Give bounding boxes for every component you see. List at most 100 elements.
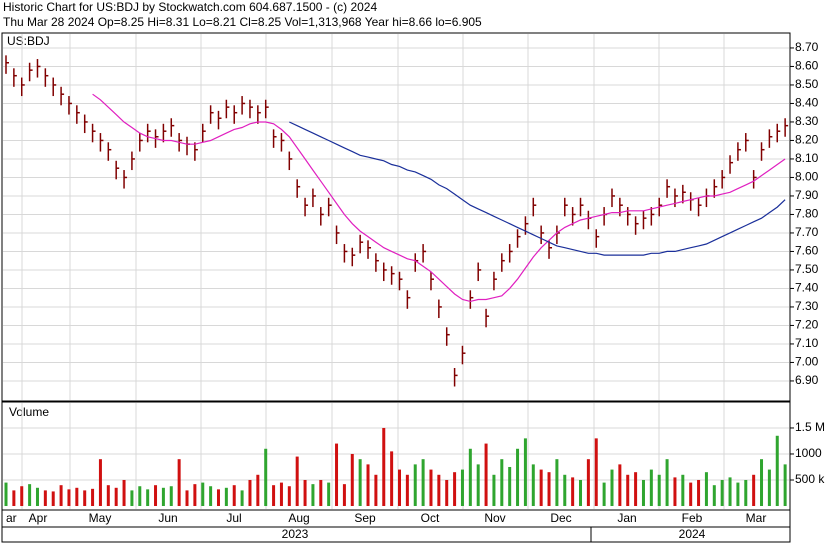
volume-bar <box>531 464 535 506</box>
volume-bar <box>641 479 645 506</box>
volume-bar <box>460 469 464 506</box>
volume-bar <box>350 453 354 506</box>
volume-bar <box>429 469 433 506</box>
volume-bar <box>193 484 197 506</box>
volume-bar <box>453 472 457 506</box>
volume-bar <box>689 482 693 506</box>
volume-bar <box>358 459 362 506</box>
month-label: ar <box>6 511 17 525</box>
volume-bar <box>201 482 205 506</box>
volume-bar <box>272 485 276 506</box>
volume-bar <box>468 448 472 506</box>
volume-bar <box>106 485 110 506</box>
volume-bar <box>767 469 771 506</box>
volume-bar <box>311 484 315 506</box>
volume-bar <box>492 474 496 506</box>
y-tick-label: 8.60 <box>795 59 819 73</box>
volume-bar <box>185 490 189 506</box>
volume-bar <box>437 474 441 506</box>
volume-bar <box>216 489 220 506</box>
y-tick-label: 7.90 <box>795 188 819 202</box>
volume-bar <box>4 482 8 506</box>
moving-average <box>92 93 786 303</box>
volume-bar <box>704 472 708 506</box>
chart-title: Historic Chart for US:BDJ by Stockwatch.… <box>3 0 377 14</box>
volume-bar <box>248 479 252 506</box>
month-label: Oct <box>421 511 440 525</box>
volume-bar <box>586 459 590 506</box>
month-label: Dec <box>550 511 571 525</box>
volume-tick-label: 500 k <box>795 472 825 486</box>
volume-bar <box>390 451 394 506</box>
volume-bar <box>649 469 653 506</box>
volume-bar <box>67 489 71 506</box>
volume-bar <box>342 484 346 506</box>
volume-label: Volume <box>9 405 49 419</box>
volume-bar <box>130 490 134 506</box>
volume-bar <box>720 479 724 506</box>
y-tick-label: 8.30 <box>795 114 819 128</box>
volume-bar <box>508 466 512 506</box>
y-tick-label: 6.90 <box>795 373 819 387</box>
volume-bar <box>602 482 606 506</box>
price-pane <box>1 32 791 402</box>
volume-bar <box>484 443 488 506</box>
volume-bar <box>209 486 213 506</box>
volume-bar <box>20 486 24 506</box>
volume-bar <box>421 459 425 506</box>
year-label: 2024 <box>679 527 706 541</box>
volume-bar <box>366 464 370 506</box>
month-label: Jun <box>158 511 177 525</box>
volume-bar <box>712 485 716 506</box>
chart-subtitle: Thu Mar 28 2024 Op=8.25 Hi=8.31 Lo=8.21 … <box>3 15 482 29</box>
volume-bar <box>319 479 323 506</box>
y-tick-label: 7.60 <box>795 244 819 258</box>
volume-bar <box>146 489 150 506</box>
volume-bar <box>374 474 378 506</box>
moving-average <box>289 121 786 256</box>
y-tick-label: 7.30 <box>795 299 819 313</box>
month-label: Jan <box>617 511 636 525</box>
volume-bar <box>413 464 417 506</box>
y-tick-label: 7.70 <box>795 225 819 239</box>
volume-bar <box>177 459 181 506</box>
volume-bar <box>169 486 173 506</box>
month-label: Aug <box>288 511 309 525</box>
volume-bar <box>610 469 614 506</box>
y-tick-label: 8.20 <box>795 133 819 147</box>
volume-bar <box>681 474 685 506</box>
month-label: May <box>89 511 112 525</box>
volume-bar <box>59 485 63 506</box>
volume-bar <box>98 459 102 506</box>
volume-bar <box>335 443 339 506</box>
volume-bar <box>547 472 551 506</box>
y-tick-label: 7.40 <box>795 281 819 295</box>
y-tick-label: 8.70 <box>795 40 819 54</box>
volume-bar <box>445 479 449 506</box>
y-tick-label: 8.00 <box>795 170 819 184</box>
volume-bar <box>122 479 126 506</box>
volume-bar <box>35 487 39 506</box>
month-label: Feb <box>682 511 703 525</box>
volume-bar <box>563 474 567 506</box>
volume-bar <box>398 469 401 506</box>
volume-bar <box>594 438 598 506</box>
y-tick-label: 7.00 <box>795 355 819 369</box>
volume-bar <box>579 479 583 506</box>
volume-bar <box>673 477 677 506</box>
volume-bar <box>382 427 386 506</box>
month-label: Apr <box>29 511 48 525</box>
volume-bar <box>232 485 236 506</box>
month-label: Sep <box>354 511 376 525</box>
volume-bar <box>256 474 260 506</box>
month-label: Jul <box>226 511 241 525</box>
volume-bar <box>264 448 268 506</box>
volume-bar <box>618 464 622 506</box>
volume-bar <box>728 477 732 506</box>
y-tick-label: 8.40 <box>795 96 819 110</box>
volume-bar <box>12 490 16 506</box>
volume-bar <box>744 479 748 506</box>
volume-bar <box>775 435 779 506</box>
volume-bar <box>752 474 756 506</box>
